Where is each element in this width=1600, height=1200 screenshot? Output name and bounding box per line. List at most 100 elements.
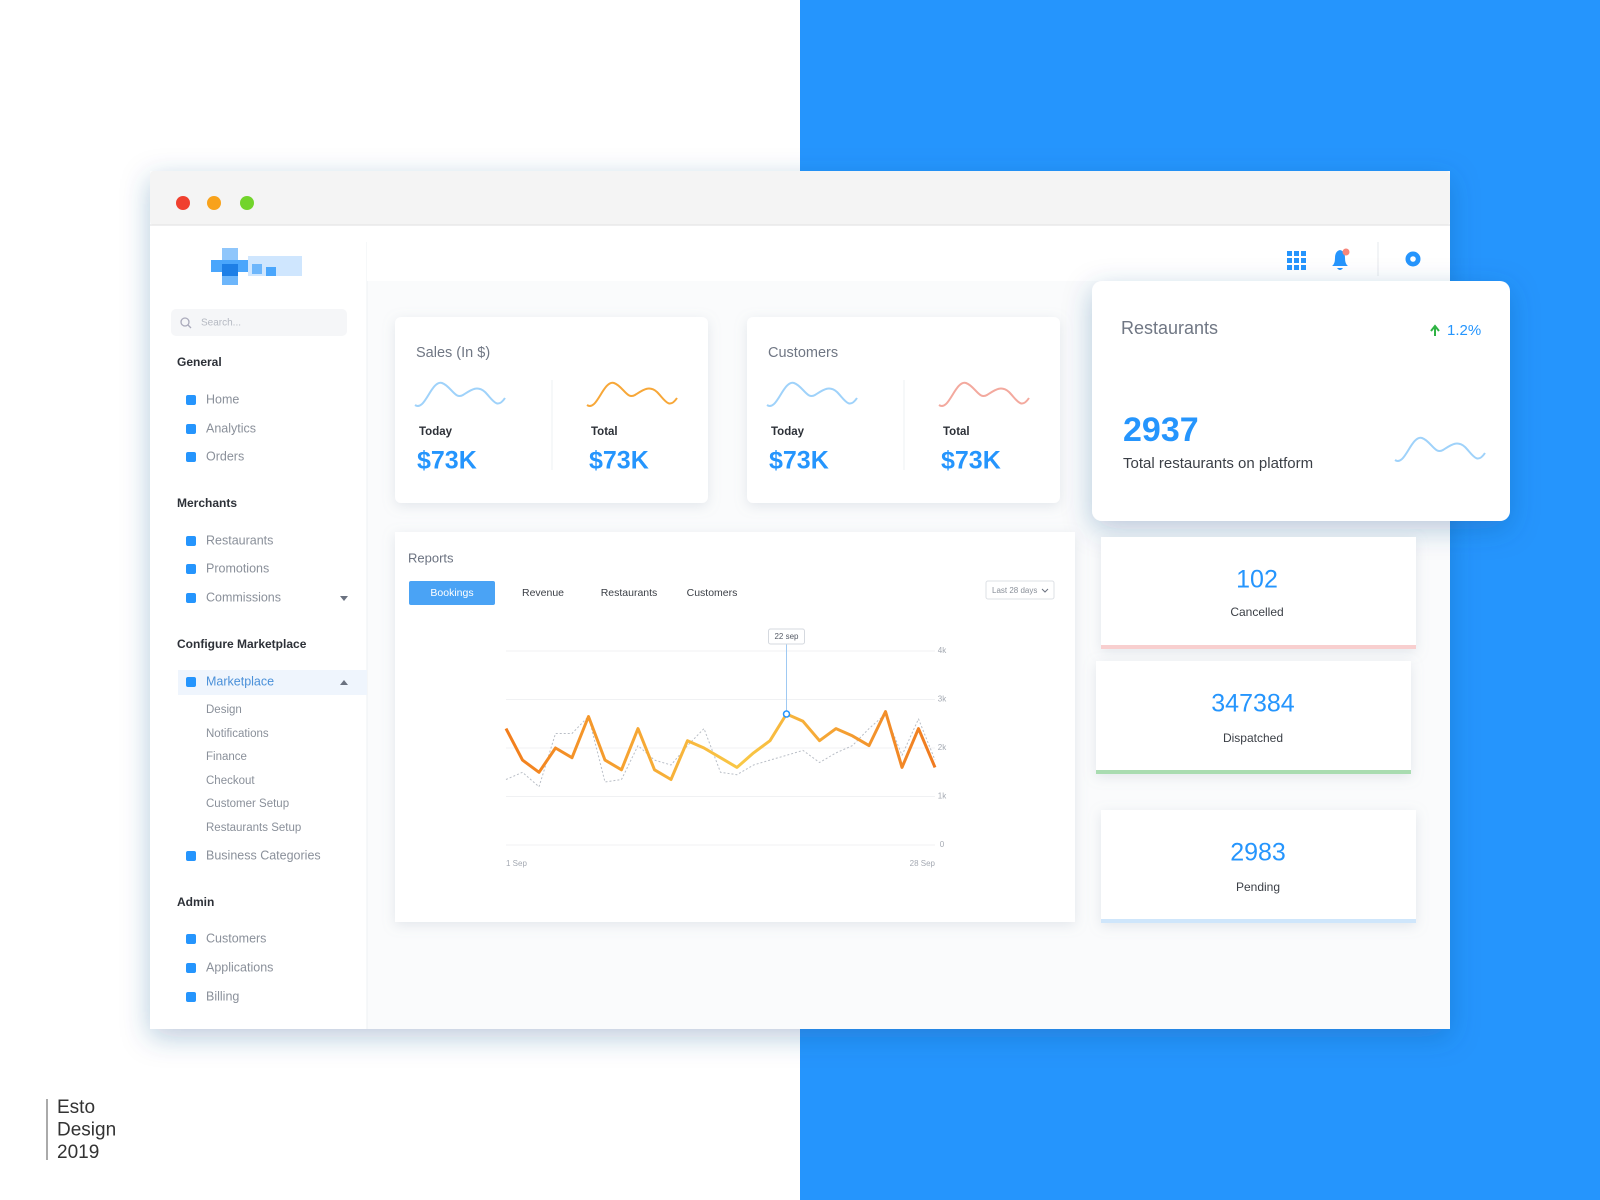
- up-arrow: [1430, 324, 1440, 336]
- stat-label: Dispatched: [1223, 731, 1283, 745]
- y-tick-label: 4k: [938, 646, 947, 655]
- y-tick-label: 0: [940, 840, 945, 849]
- nav-icon: [186, 677, 196, 687]
- stat-label: Pending: [1236, 880, 1280, 894]
- nav-icon: [186, 452, 196, 462]
- nav-icon: [186, 992, 196, 1002]
- tab[interactable]: Customers: [687, 587, 738, 599]
- metric-value: $73K: [417, 447, 477, 475]
- caret-down[interactable]: [340, 596, 348, 601]
- nav-icon: [186, 963, 196, 973]
- nav-icon: [186, 424, 196, 434]
- nav-icon: [186, 536, 196, 546]
- reports-card: [395, 532, 1075, 922]
- stat-card: [1101, 537, 1416, 649]
- caret-up[interactable]: [340, 680, 348, 685]
- x-tick-label: 1 Sep: [506, 859, 527, 868]
- nav-item[interactable]: Analytics: [206, 421, 256, 435]
- series-line: [504, 710, 937, 781]
- nav-icon: [186, 934, 196, 944]
- notification-dot: [1342, 248, 1350, 256]
- nav-subitem[interactable]: Design: [206, 704, 242, 716]
- stat-card-accent: [1101, 645, 1416, 649]
- nav-item[interactable]: Home: [206, 392, 239, 406]
- header-icons: [1287, 248, 1421, 270]
- metric-value: $73K: [941, 447, 1001, 475]
- restaurants-card: [1092, 281, 1510, 521]
- logo-pixel: [222, 276, 238, 285]
- range-dropdown[interactable]: [985, 580, 1055, 600]
- apps-icon[interactable]: [1301, 251, 1306, 256]
- tab[interactable]: Bookings: [430, 587, 473, 599]
- nav-icon: [186, 851, 196, 861]
- tooltip-box: [768, 628, 805, 645]
- nav-subitem[interactable]: Finance: [206, 751, 247, 763]
- bell-icon[interactable]: [1332, 250, 1348, 270]
- stat-card: [1096, 661, 1411, 774]
- section-heading: Merchants: [177, 496, 237, 510]
- apps-icon[interactable]: [1287, 258, 1292, 263]
- section-heading: General: [177, 355, 222, 369]
- nav-item[interactable]: Customers: [206, 931, 266, 945]
- active-tab[interactable]: [409, 581, 495, 605]
- nav-item[interactable]: Billing: [206, 989, 239, 1003]
- minimize-button[interactable]: [207, 196, 221, 210]
- nav-subitem[interactable]: Customer Setup: [206, 798, 289, 810]
- nav-item[interactable]: Orders: [206, 449, 244, 463]
- logo-pixel: [266, 267, 276, 276]
- sidebar: [150, 226, 367, 1029]
- search-placeholder: Search...: [201, 318, 241, 329]
- nav-item[interactable]: Marketplace: [206, 674, 274, 688]
- search-icon: [187, 324, 192, 329]
- metric-value: $73K: [769, 447, 829, 475]
- nav-item[interactable]: Promotions: [206, 561, 269, 575]
- card-title: Customers: [768, 345, 838, 361]
- stat-card: [1101, 810, 1416, 923]
- nav-subitem[interactable]: Restaurants Setup: [206, 822, 301, 834]
- stat-value: 347384: [1211, 690, 1295, 718]
- nav-item[interactable]: Business Categories: [206, 848, 321, 862]
- logo: [211, 248, 302, 285]
- metric-label: Total: [943, 426, 970, 438]
- active-item-bg: [178, 670, 367, 695]
- apps-icon[interactable]: [1294, 258, 1299, 263]
- y-tick-label: 2k: [938, 743, 947, 752]
- top-bar: [367, 226, 1450, 281]
- y-tick-label: 3k: [938, 695, 947, 704]
- metric-value: $73K: [589, 447, 649, 475]
- apps-icon[interactable]: [1301, 258, 1306, 263]
- search-box[interactable]: [171, 309, 347, 336]
- nav-subitem[interactable]: Notifications: [206, 728, 269, 740]
- close-button[interactable]: [176, 196, 190, 210]
- series-line: [505, 713, 936, 788]
- search-icon: [180, 317, 190, 327]
- logo-pixel: [222, 264, 238, 276]
- maximize-button[interactable]: [240, 196, 254, 210]
- highlight-point: [782, 710, 791, 718]
- nav-subitem[interactable]: Checkout: [206, 775, 255, 787]
- tab[interactable]: Revenue: [522, 587, 564, 599]
- stat-label: Cancelled: [1230, 605, 1283, 619]
- metric-label: Today: [771, 426, 805, 438]
- settings-icon-hole: [1410, 256, 1416, 262]
- metric-label: Today: [419, 426, 453, 438]
- y-tick-label: 1k: [938, 792, 947, 801]
- metric-label: Total: [591, 426, 618, 438]
- nav-item[interactable]: Restaurants: [206, 533, 273, 547]
- title-bar: [150, 171, 1450, 225]
- footer-line: 2019: [57, 1142, 99, 1163]
- nav-item[interactable]: Commissions: [206, 590, 281, 604]
- restaurants-change: 1.2%: [1447, 322, 1481, 339]
- nav-item[interactable]: Applications: [206, 960, 273, 974]
- tab[interactable]: Restaurants: [601, 587, 658, 599]
- apps-icon[interactable]: [1301, 265, 1306, 270]
- apps-icon[interactable]: [1294, 265, 1299, 270]
- apps-icon[interactable]: [1294, 251, 1299, 256]
- footer-line: Esto: [57, 1097, 95, 1118]
- tooltip-label: 22 sep: [774, 632, 799, 641]
- nav-icon: [186, 564, 196, 574]
- apps-icon[interactable]: [1287, 265, 1292, 270]
- apps-icon[interactable]: [1287, 251, 1292, 256]
- logo-pixel: [252, 264, 262, 274]
